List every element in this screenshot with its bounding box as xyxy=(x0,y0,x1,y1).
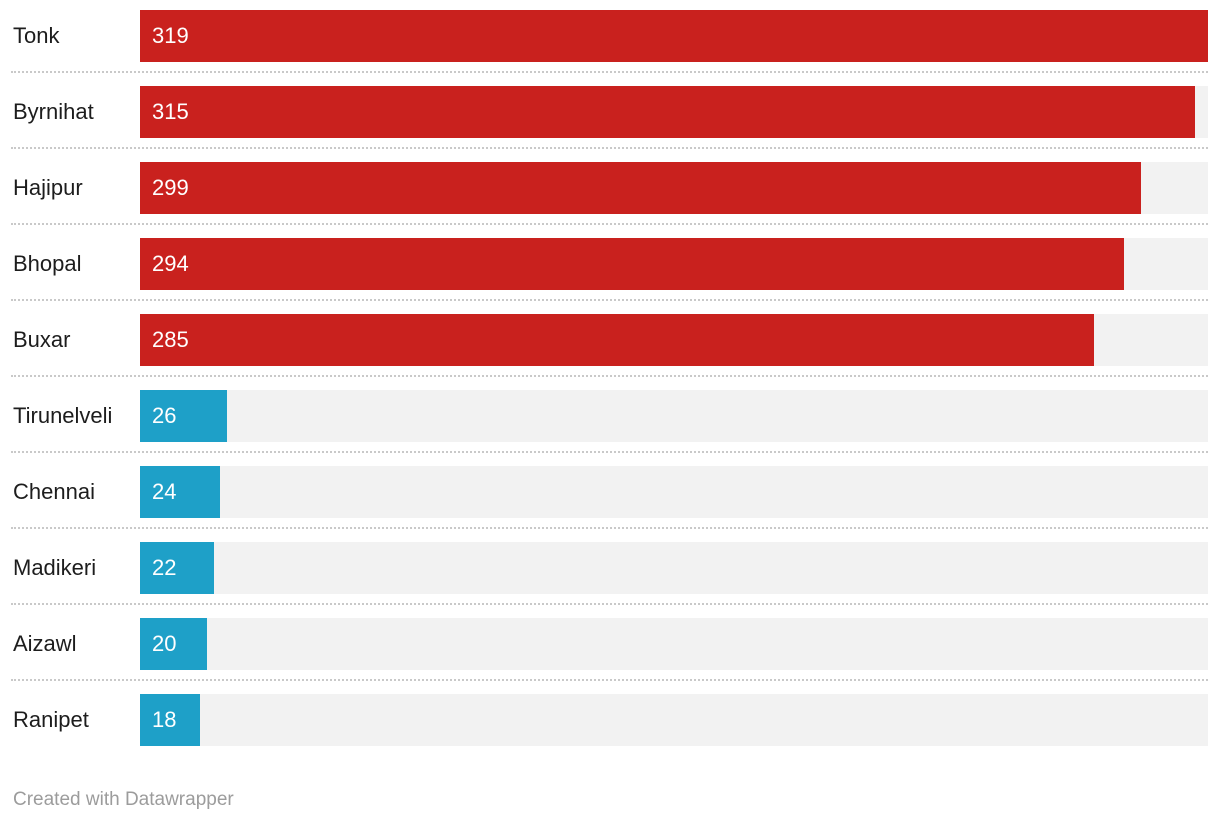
bar: 285 xyxy=(140,314,1095,366)
category-label: Chennai xyxy=(13,479,95,504)
category-label: Bhopal xyxy=(13,251,82,276)
value-label: 319 xyxy=(152,23,189,48)
bar: 18 xyxy=(140,694,201,746)
chart-row: Tirunelveli 26 xyxy=(0,380,1220,456)
value-label: 285 xyxy=(152,327,189,352)
chart-row: Bhopal 294 xyxy=(0,228,1220,304)
chart-row: Byrnihat 315 xyxy=(0,76,1220,152)
value-label: 294 xyxy=(152,251,189,276)
category-label: Byrnihat xyxy=(13,99,94,124)
value-label: 20 xyxy=(152,631,177,656)
chart-row: Tonk 319 xyxy=(0,0,1220,76)
bar-track: 20 xyxy=(140,618,1208,670)
bar: 20 xyxy=(140,618,207,670)
chart-row: Hajipur 299 xyxy=(0,152,1220,228)
category-label: Buxar xyxy=(13,327,71,352)
chart-row: Chennai 24 xyxy=(0,456,1220,532)
chart-row: Madikeri 22 xyxy=(0,532,1220,608)
bar-track: 285 xyxy=(140,314,1208,366)
value-label: 315 xyxy=(152,99,189,124)
value-label: 18 xyxy=(152,707,177,732)
bar: 299 xyxy=(140,162,1142,214)
value-label: 26 xyxy=(152,403,177,428)
bar-track: 299 xyxy=(140,162,1208,214)
bar: 22 xyxy=(140,542,214,594)
bar-track: 26 xyxy=(140,390,1208,442)
category-label: Tirunelveli xyxy=(13,403,113,428)
bar-track: 319 xyxy=(140,10,1208,62)
value-label: 24 xyxy=(152,479,177,504)
bar: 315 xyxy=(140,86,1195,138)
bar-track: 18 xyxy=(140,694,1208,746)
bar-chart: Tonk 319 Byrnihat 315 Hajipur 299 Bhopal 294 Bux… xyxy=(0,0,1220,760)
bar: 24 xyxy=(140,466,221,518)
bar: 26 xyxy=(140,390,228,442)
category-label: Tonk xyxy=(13,23,60,48)
bar: 319 xyxy=(140,10,1208,62)
chart-row: Ranipet 18 xyxy=(0,684,1220,760)
value-label: 299 xyxy=(152,175,189,200)
bar-track: 315 xyxy=(140,86,1208,138)
category-label: Madikeri xyxy=(13,555,97,580)
category-label: Ranipet xyxy=(13,707,89,732)
category-label: Aizawl xyxy=(13,631,77,656)
bar-track: 22 xyxy=(140,542,1208,594)
bar-track: 24 xyxy=(140,466,1208,518)
category-label: Hajipur xyxy=(13,175,83,200)
value-label: 22 xyxy=(152,555,177,580)
datawrapper-attribution: Created with Datawrapper xyxy=(13,789,234,810)
bar-track: 294 xyxy=(140,238,1208,290)
chart-row: Buxar 285 xyxy=(0,304,1220,380)
bar: 294 xyxy=(140,238,1125,290)
chart-row: Aizawl 20 xyxy=(0,608,1220,684)
